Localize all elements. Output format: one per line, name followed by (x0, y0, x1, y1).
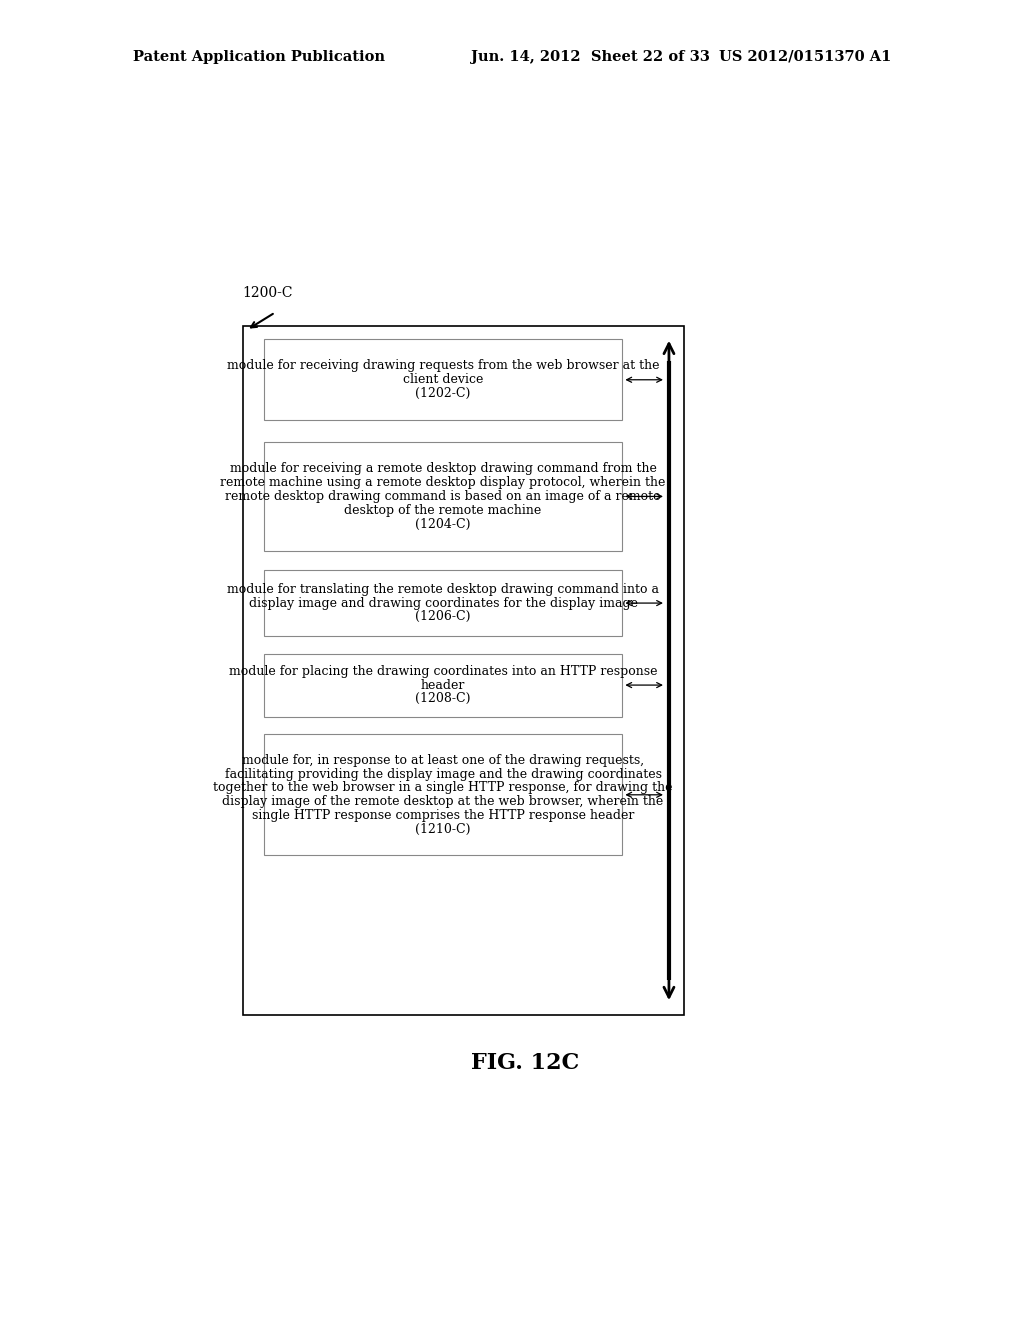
Text: module for receiving a remote desktop drawing command from the: module for receiving a remote desktop dr… (229, 462, 656, 475)
Text: together to the web browser in a single HTTP response, for drawing the: together to the web browser in a single … (213, 781, 673, 795)
Bar (263, 339, 623, 420)
Text: Patent Application Publication: Patent Application Publication (133, 50, 385, 63)
Text: display image and drawing coordinates for the display image: display image and drawing coordinates fo… (249, 597, 638, 610)
Text: 1200-C: 1200-C (243, 286, 293, 300)
Text: module for translating the remote desktop drawing command into a: module for translating the remote deskto… (227, 582, 659, 595)
Bar (263, 570, 623, 636)
Text: (1206-C): (1206-C) (416, 610, 471, 623)
Text: remote machine using a remote desktop display protocol, wherein the: remote machine using a remote desktop di… (220, 477, 666, 490)
Text: single HTTP response comprises the HTTP response header: single HTTP response comprises the HTTP … (252, 809, 634, 822)
Text: desktop of the remote machine: desktop of the remote machine (344, 504, 542, 517)
Text: client device: client device (402, 374, 483, 387)
Bar (263, 734, 623, 855)
Text: module for, in response to at least one of the drawing requests,: module for, in response to at least one … (242, 754, 644, 767)
Text: (1208-C): (1208-C) (416, 693, 471, 705)
Text: module for placing the drawing coordinates into an HTTP response: module for placing the drawing coordinat… (228, 665, 657, 677)
Text: US 2012/0151370 A1: US 2012/0151370 A1 (719, 50, 891, 63)
Text: facilitating providing the display image and the drawing coordinates: facilitating providing the display image… (224, 767, 662, 780)
Text: remote desktop drawing command is based on an image of a remote: remote desktop drawing command is based … (225, 490, 660, 503)
Text: FIG. 12C: FIG. 12C (471, 1052, 579, 1074)
Bar (243, 326, 684, 1015)
Text: Jun. 14, 2012  Sheet 22 of 33: Jun. 14, 2012 Sheet 22 of 33 (471, 50, 710, 63)
Text: (1204-C): (1204-C) (416, 517, 471, 531)
Text: header: header (421, 678, 465, 692)
Bar (263, 653, 623, 717)
Text: display image of the remote desktop at the web browser, wherein the: display image of the remote desktop at t… (222, 795, 664, 808)
Text: module for receiving drawing requests from the web browser at the: module for receiving drawing requests fr… (226, 359, 659, 372)
Bar (263, 442, 623, 552)
Text: (1202-C): (1202-C) (416, 387, 471, 400)
Text: (1210-C): (1210-C) (416, 822, 471, 836)
